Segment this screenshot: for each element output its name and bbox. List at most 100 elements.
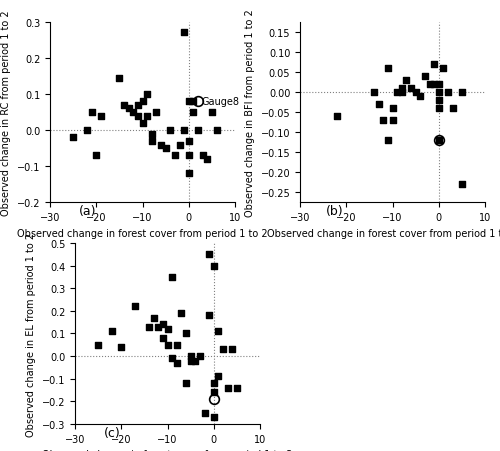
Point: [138, 120, 146, 127]
Point: [168, 274, 176, 281]
Point: [435, 81, 443, 88]
Point: [458, 181, 466, 189]
Point: [388, 117, 396, 124]
Point: [120, 102, 128, 109]
Point: [159, 321, 167, 328]
Y-axis label: Observed change in RC from period 1 to 2: Observed change in RC from period 1 to 2: [1, 10, 11, 215]
Point: [398, 89, 406, 97]
Point: [214, 328, 222, 335]
Point: [198, 152, 206, 160]
Point: [124, 106, 132, 113]
Y-axis label: Observed change in BFI from period 1 to 2: Observed change in BFI from period 1 to …: [245, 9, 255, 216]
Point: [426, 81, 434, 88]
Point: [370, 89, 378, 97]
Point: [333, 113, 341, 120]
Point: [219, 346, 227, 353]
Point: [435, 89, 443, 97]
Point: [233, 384, 241, 391]
Y-axis label: Observed change in EL from period 1 to 2: Observed change in EL from period 1 to 2: [26, 232, 36, 436]
Point: [388, 105, 396, 112]
Point: [108, 328, 116, 335]
Point: [186, 353, 194, 360]
Point: [168, 355, 176, 362]
Point: [152, 109, 160, 116]
Point: [430, 61, 438, 68]
Point: [448, 105, 456, 112]
Point: [157, 142, 165, 149]
Point: [407, 85, 415, 92]
Point: [393, 89, 401, 97]
Point: [116, 75, 124, 82]
Point: [143, 91, 151, 98]
Point: [421, 73, 429, 80]
Point: [92, 152, 100, 160]
Point: [69, 134, 77, 142]
Point: [134, 113, 142, 120]
Point: [178, 310, 186, 317]
Point: [210, 380, 218, 387]
Point: [185, 138, 193, 145]
Point: [440, 65, 448, 72]
Point: [224, 384, 232, 391]
Point: [164, 341, 172, 349]
Point: [134, 102, 142, 109]
Point: [148, 138, 156, 145]
Point: [190, 98, 198, 106]
Point: [210, 389, 218, 396]
Point: [435, 105, 443, 112]
Point: [200, 409, 208, 416]
Point: [150, 314, 158, 322]
Text: (a): (a): [79, 204, 96, 217]
Text: (c): (c): [104, 426, 121, 439]
Point: [214, 373, 222, 380]
Point: [94, 341, 102, 349]
Point: [228, 346, 236, 353]
Point: [117, 344, 125, 351]
Point: [176, 142, 184, 149]
Point: [162, 145, 170, 152]
Point: [430, 81, 438, 88]
Point: [458, 89, 466, 97]
Point: [148, 131, 156, 138]
Point: [164, 326, 172, 333]
Point: [384, 137, 392, 144]
Point: [154, 323, 162, 331]
Point: [203, 156, 211, 163]
X-axis label: Observed change in forest cover from period 1 to 2: Observed change in forest cover from per…: [17, 228, 268, 238]
Point: [210, 262, 218, 270]
Point: [145, 323, 153, 331]
Point: [138, 98, 146, 106]
Point: [205, 312, 213, 319]
Point: [182, 330, 190, 337]
Point: [185, 152, 193, 160]
Point: [398, 85, 406, 92]
Point: [171, 152, 179, 160]
X-axis label: Observed change in forest cover from period 1 to 2: Observed change in forest cover from per…: [267, 228, 500, 238]
Point: [412, 89, 420, 97]
Point: [444, 89, 452, 97]
Point: [380, 117, 388, 124]
Point: [205, 251, 213, 258]
Point: [143, 113, 151, 120]
Point: [186, 357, 194, 364]
Point: [180, 30, 188, 37]
Point: [129, 109, 137, 116]
Point: [166, 127, 174, 134]
Point: [435, 137, 443, 144]
Point: [83, 127, 91, 134]
Point: [180, 127, 188, 134]
Point: [131, 303, 139, 310]
Point: [97, 113, 105, 120]
Point: [196, 353, 204, 360]
Point: [173, 341, 181, 349]
Point: [416, 93, 424, 100]
Point: [182, 380, 190, 387]
Point: [190, 109, 198, 116]
Text: Gauge8: Gauge8: [202, 97, 239, 107]
X-axis label: Observed change in forest cover from period 1 to 2: Observed change in forest cover from per…: [42, 449, 293, 451]
Point: [185, 170, 193, 178]
Point: [435, 97, 443, 104]
Point: [402, 77, 410, 84]
Point: [191, 357, 199, 364]
Point: [159, 335, 167, 342]
